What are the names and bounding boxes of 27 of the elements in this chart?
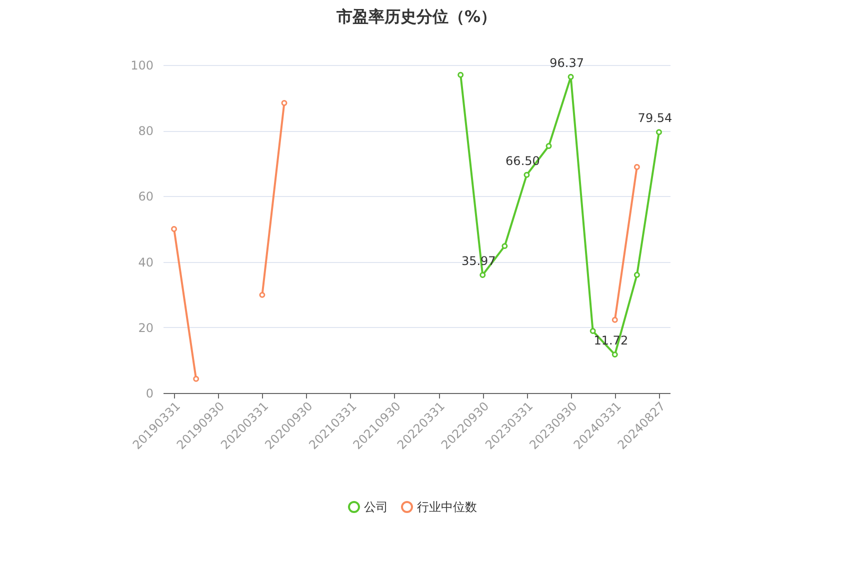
point [193,376,200,382]
point [634,272,640,278]
point [502,243,508,250]
point [524,172,530,178]
point [612,316,618,323]
data-label: 96.37 [550,56,584,70]
legend-label: 公司 [364,500,388,514]
point [281,100,288,106]
point [480,272,486,278]
y-tick-label: 0 [146,386,154,400]
data-label: 79.54 [638,111,672,126]
y-tick-label: 100 [130,58,154,72]
point [458,72,464,78]
point [656,129,662,136]
y-tick-label: 20 [138,320,154,335]
y-tick-label: 40 [138,255,154,270]
point [259,292,266,298]
point [634,164,640,170]
point [590,328,596,334]
point [546,143,552,149]
y-tick-label: 60 [138,190,154,204]
y-tick-label: 80 [138,124,154,138]
legend-label: 行业中位数 [417,500,477,514]
point [171,226,178,232]
point [612,352,618,358]
point [568,74,574,80]
chart-title: 市盈率历史分位（%） [335,6,497,26]
